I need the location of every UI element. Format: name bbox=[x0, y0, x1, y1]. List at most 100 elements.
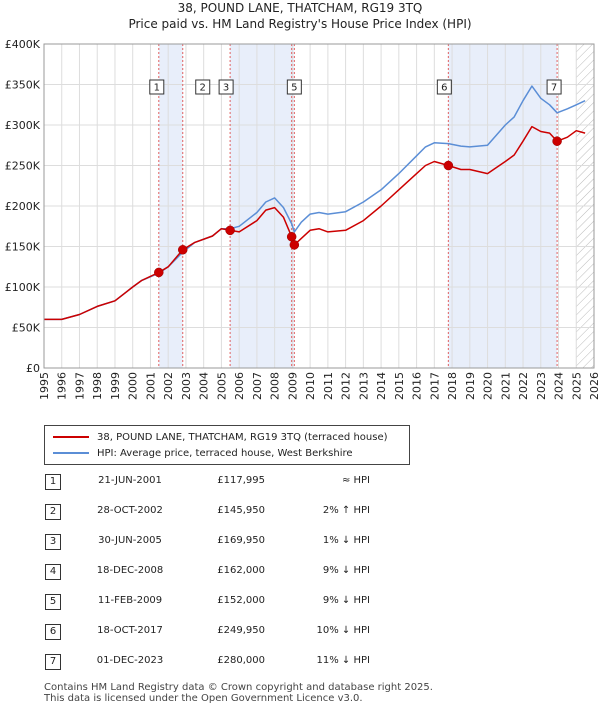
sale-label-box bbox=[195, 79, 211, 95]
x-tick-label: 2026 bbox=[588, 372, 600, 400]
y-tick-label: £100K bbox=[5, 281, 41, 294]
sale-point bbox=[177, 245, 188, 255]
transaction-number: 5 bbox=[45, 594, 61, 610]
table-row: 6 18-OCT-2017 £249,950 10% ↓ HPI bbox=[40, 624, 440, 644]
x-tick-label: 2018 bbox=[446, 372, 459, 400]
transaction-date: 28-OCT-2002 bbox=[97, 505, 163, 516]
transaction-hpi-diff: 10% ↓ HPI bbox=[316, 625, 370, 636]
x-tick-label: 2003 bbox=[180, 372, 193, 400]
x-tick-label: 2012 bbox=[340, 372, 353, 400]
sale-point bbox=[289, 240, 300, 250]
sale-label: 5 bbox=[291, 83, 297, 94]
transaction-date: 18-DEC-2008 bbox=[96, 565, 164, 576]
x-tick-label: 2021 bbox=[499, 372, 512, 400]
x-tick-label: 2015 bbox=[393, 372, 406, 400]
transaction-price: £152,000 bbox=[217, 595, 265, 606]
x-tick-label: 1995 bbox=[38, 372, 51, 400]
x-tick-label: 2005 bbox=[215, 372, 228, 400]
x-tick-label: 2014 bbox=[375, 372, 388, 400]
sale-point bbox=[286, 232, 297, 242]
x-tick-label: 2000 bbox=[127, 372, 140, 400]
transaction-hpi-diff: 11% ↓ HPI bbox=[316, 655, 370, 666]
legend-label-hpi: HPI: Average price, terraced house, West… bbox=[97, 447, 353, 459]
legend-label-property: 38, POUND LANE, THATCHAM, RG19 3TQ (terr… bbox=[97, 431, 388, 443]
sale-label: 7 bbox=[551, 83, 557, 94]
sale-label-box bbox=[149, 79, 165, 95]
transaction-price: £117,995 bbox=[217, 475, 265, 486]
transaction-date: 11-FEB-2009 bbox=[97, 595, 163, 606]
table-row: 2 28-OCT-2002 £145,950 2% ↑ HPI bbox=[40, 504, 440, 524]
x-tick-label: 2025 bbox=[570, 372, 583, 400]
legend-swatch-property bbox=[53, 436, 89, 438]
y-tick-label: £200K bbox=[5, 200, 41, 213]
y-tick-label: £0 bbox=[26, 362, 40, 375]
transaction-number: 6 bbox=[45, 624, 61, 640]
footer: Contains HM Land Registry data © Crown c… bbox=[44, 682, 433, 704]
transaction-price: £280,000 bbox=[217, 655, 265, 666]
x-tick-label: 2020 bbox=[482, 372, 495, 400]
transaction-hpi-diff: 1% ↓ HPI bbox=[322, 535, 370, 546]
sale-label-box bbox=[436, 79, 452, 95]
y-tick-label: £250K bbox=[5, 160, 41, 173]
x-tick-label: 2006 bbox=[233, 372, 246, 400]
transaction-hpi-diff: ≈ HPI bbox=[341, 475, 370, 486]
x-tick-label: 2023 bbox=[535, 372, 548, 400]
table-row: 5 11-FEB-2009 £152,000 9% ↓ HPI bbox=[40, 594, 440, 614]
legend-item-hpi: HPI: Average price, terraced house, West… bbox=[53, 445, 353, 461]
chart-title: 38, POUND LANE, THATCHAM, RG19 3TQ bbox=[177, 1, 423, 15]
footer-copyright: Contains HM Land Registry data © Crown c… bbox=[44, 682, 433, 693]
transaction-hpi-diff: 9% ↓ HPI bbox=[322, 565, 370, 576]
y-tick-label: £300K bbox=[5, 119, 41, 132]
transaction-number: 7 bbox=[45, 654, 61, 670]
x-tick-label: 1996 bbox=[56, 372, 69, 400]
transaction-number: 2 bbox=[45, 504, 61, 520]
plot-frame bbox=[43, 43, 595, 369]
sale-label-box bbox=[546, 79, 562, 95]
x-tick-label: 2024 bbox=[553, 372, 566, 400]
sale-point bbox=[154, 267, 164, 278]
x-tick-label: 1997 bbox=[73, 372, 86, 400]
x-tick-label: 2009 bbox=[286, 372, 299, 400]
footer-licence: This data is licensed under the Open Gov… bbox=[44, 693, 363, 704]
chart-subtitle: Price paid vs. HM Land Registry's House … bbox=[128, 17, 472, 31]
x-tick-label: 2011 bbox=[322, 372, 335, 400]
sale-label-box bbox=[286, 79, 302, 95]
x-tick-label: 2019 bbox=[464, 372, 477, 400]
transaction-price: £145,950 bbox=[217, 505, 265, 516]
sale-label: 6 bbox=[441, 83, 447, 94]
x-tick-label: 2002 bbox=[162, 372, 175, 400]
table-row: 4 18-DEC-2008 £162,000 9% ↓ HPI bbox=[40, 564, 440, 584]
transaction-date: 01-DEC-2023 bbox=[96, 655, 164, 666]
x-tick-label: 2017 bbox=[428, 372, 441, 400]
x-tick-label: 1999 bbox=[109, 372, 122, 400]
property-price-line bbox=[44, 125, 586, 321]
table-row: 3 30-JUN-2005 £169,950 1% ↓ HPI bbox=[40, 534, 440, 554]
x-tick-label: 2001 bbox=[144, 372, 157, 400]
transaction-number: 3 bbox=[45, 534, 61, 550]
transaction-date: 30-JUN-2005 bbox=[98, 535, 162, 546]
sale-label: 1 bbox=[154, 83, 160, 94]
legend-swatch-hpi bbox=[53, 452, 89, 454]
sale-point bbox=[552, 136, 562, 146]
x-tick-label: 2004 bbox=[198, 372, 211, 400]
x-tick-label: 2016 bbox=[411, 372, 424, 400]
sale-point bbox=[443, 160, 454, 171]
sale-label-box bbox=[218, 79, 234, 95]
transaction-hpi-diff: 2% ↑ HPI bbox=[322, 505, 370, 516]
y-tick-label: £50K bbox=[12, 322, 41, 335]
transaction-price: £169,950 bbox=[217, 535, 265, 546]
transaction-date: 18-OCT-2017 bbox=[97, 625, 163, 636]
x-tick-label: 1998 bbox=[91, 372, 104, 400]
transaction-number: 1 bbox=[45, 474, 61, 490]
transaction-date: 21-JUN-2001 bbox=[98, 475, 162, 486]
table-row: 1 21-JUN-2001 £117,995 ≈ HPI bbox=[40, 474, 440, 494]
sale-label: 3 bbox=[223, 83, 229, 94]
price-chart: 1 2 3 5 6 7 £0 £50K £100K £150K £200K £250K £300K £3… bbox=[5, 38, 600, 400]
table-row: 7 01-DEC-2023 £280,000 11% ↓ HPI bbox=[40, 654, 440, 674]
x-tick-label: 2013 bbox=[357, 372, 370, 400]
x-tick-label: 2010 bbox=[304, 372, 317, 400]
legend: 38, POUND LANE, THATCHAM, RG19 3TQ (terr… bbox=[44, 425, 410, 465]
legend-item-property: 38, POUND LANE, THATCHAM, RG19 3TQ (terr… bbox=[53, 429, 388, 445]
transaction-hpi-diff: 9% ↓ HPI bbox=[322, 595, 370, 606]
x-tick-label: 2008 bbox=[269, 372, 282, 400]
